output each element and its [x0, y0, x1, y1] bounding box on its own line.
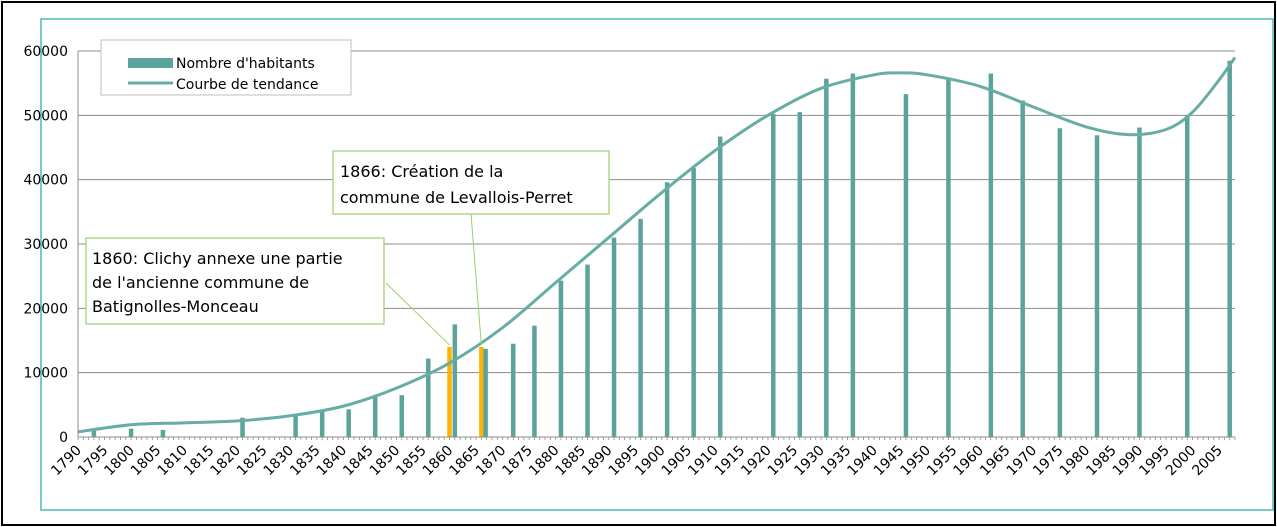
bar [691, 168, 696, 437]
bar [532, 325, 537, 437]
bar [1184, 115, 1190, 437]
y-tick-label: 0 [59, 430, 68, 446]
bar [771, 114, 776, 438]
annotation-text-1866-line2: commune de Levallois-Perret [340, 188, 573, 207]
bar [91, 430, 97, 437]
bar [988, 73, 994, 438]
bar-series [91, 60, 1232, 438]
annotation-box-1860 [85, 237, 385, 325]
bar [903, 94, 909, 437]
annotation-leader-1860 [385, 282, 450, 346]
bar [1057, 128, 1063, 437]
bar [128, 428, 134, 437]
legend: Nombre d'habitants Courbe de tendance [100, 39, 352, 96]
annotation-text-1860-line2: de l'ancienne commune de [92, 273, 309, 292]
bar [1137, 127, 1142, 437]
bar [946, 78, 951, 437]
bar-highlight [479, 346, 484, 437]
axes [77, 51, 1236, 440]
bar [824, 78, 829, 437]
bar [1094, 135, 1100, 437]
bar [717, 136, 723, 437]
bar [293, 415, 298, 437]
y-tick-label: 20000 [23, 301, 68, 317]
bar [372, 395, 378, 437]
legend-label-trend: Courbe de tendance [176, 77, 319, 93]
bar [850, 73, 856, 438]
bar [611, 237, 617, 437]
bar [510, 343, 516, 437]
bar [319, 409, 325, 437]
bar [483, 348, 488, 437]
bar [585, 264, 590, 437]
bar [426, 358, 431, 437]
annotation-1860: 1860: Clichy annexe une partie de l'anci… [85, 237, 450, 346]
bar [240, 417, 245, 437]
annotation-text-1860-line1: 1860: Clichy annexe une partie [92, 249, 343, 268]
y-tick-label: 30000 [23, 237, 68, 253]
annotation-text-1860-line3: Batignolles-Monceau [92, 297, 259, 316]
legend-label-bars: Nombre d'habitants [176, 56, 315, 72]
trend-series [77, 56, 1237, 434]
bar [452, 324, 458, 437]
bar [797, 112, 803, 437]
annotation-box-1866 [332, 150, 610, 215]
y-tick-label: 10000 [23, 366, 68, 382]
legend-bar-swatch [128, 58, 173, 68]
bar-highlight [447, 346, 452, 437]
y-tick-label: 40000 [23, 173, 68, 189]
trend-line [77, 56, 1237, 434]
bar [664, 182, 670, 437]
annotation-text-1866-line1: 1866: Création de la [340, 162, 503, 181]
y-tick-label: 50000 [23, 108, 68, 124]
annotation-1866: 1866: Création de la commune de Levalloi… [332, 150, 610, 345]
bar [160, 429, 166, 437]
bar [399, 395, 404, 437]
annotation-leader-1866 [470, 213, 482, 345]
bar [346, 409, 351, 437]
bar [1020, 100, 1025, 437]
y-tick-label: 60000 [23, 44, 68, 60]
bar [638, 218, 643, 437]
bar [558, 280, 564, 437]
bar [1227, 60, 1232, 438]
y-axis-tick-labels: 0 10000 20000 30000 40000 50000 60000 [23, 44, 68, 446]
